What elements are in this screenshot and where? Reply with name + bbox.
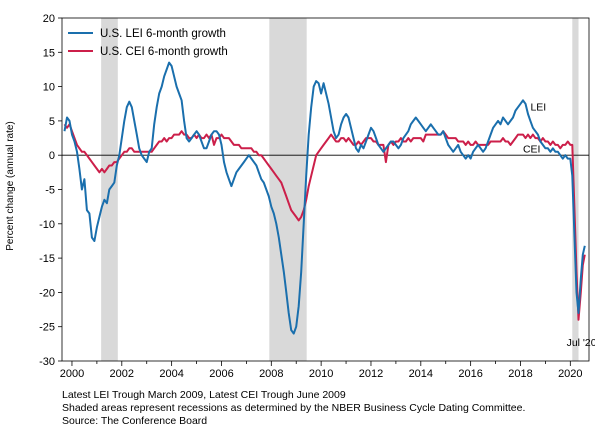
x-tick-label: 2012 [359, 368, 383, 380]
y-tick-label: -30 [39, 356, 55, 368]
x-tick-label: 2008 [259, 368, 283, 380]
x-tick-label: 2014 [409, 368, 433, 380]
x-tick-label: 2010 [309, 368, 333, 380]
x-axis: 2000 2002 2004 2006 2008 2010 2012 2014 2016 2018… [60, 361, 583, 380]
y-axis: 20 15 10 5 0 -5 -10 -15 -20 -25 -30 [39, 13, 62, 368]
plot-frame [61, 17, 590, 362]
annotation-2: Jul '20 [567, 337, 595, 349]
y-tick-label: 20 [43, 13, 55, 25]
y-tick-label: 15 [43, 47, 55, 59]
y-tick-label: -25 [39, 322, 55, 334]
x-tick-label: 2004 [159, 368, 183, 380]
recession-band-2 [572, 18, 579, 361]
x-tick-label: 2016 [458, 368, 482, 380]
cei-series-line [63, 123, 586, 321]
annotations: LEI CEI Jul '20 [523, 102, 595, 349]
y-axis-label: Percent change (annual rate) [5, 121, 16, 251]
lei-series-line [63, 61, 586, 335]
footnote-source: Source: The Conference Board [62, 415, 208, 427]
legend-label-cei: U.S. CEI 6-month growth [100, 46, 228, 58]
legend-label-lei: U.S. LEI 6-month growth [100, 28, 226, 40]
series-lines [63, 61, 586, 335]
y-tick-label: -20 [39, 287, 55, 299]
x-tick-label: 2018 [508, 368, 532, 380]
annotation-1: CEI [523, 143, 541, 155]
footnotes: Latest LEI Trough March 2009, Latest CEI… [62, 389, 525, 428]
y-tick-label: 10 [43, 82, 55, 94]
recession-shading [101, 18, 579, 361]
footnote-shading: Shaded areas represent recessions as det… [62, 402, 526, 414]
x-tick-label: 2002 [110, 368, 134, 380]
x-tick-label: 2020 [558, 368, 582, 380]
y-tick-label: -10 [39, 219, 55, 231]
y-tick-label: 5 [49, 116, 55, 128]
y-tick-label: -15 [39, 253, 55, 265]
x-tick-label: 2000 [60, 368, 84, 380]
x-tick-label: 2006 [209, 368, 233, 380]
footnote-troughs: Latest LEI Trough March 2009, Latest CEI… [62, 389, 346, 401]
legend: U.S. LEI 6-month growth U.S. CEI 6-month… [68, 28, 228, 58]
annotation-0: LEI [530, 102, 546, 114]
y-tick-label: 0 [49, 150, 55, 162]
y-tick-label: -5 [45, 185, 55, 197]
